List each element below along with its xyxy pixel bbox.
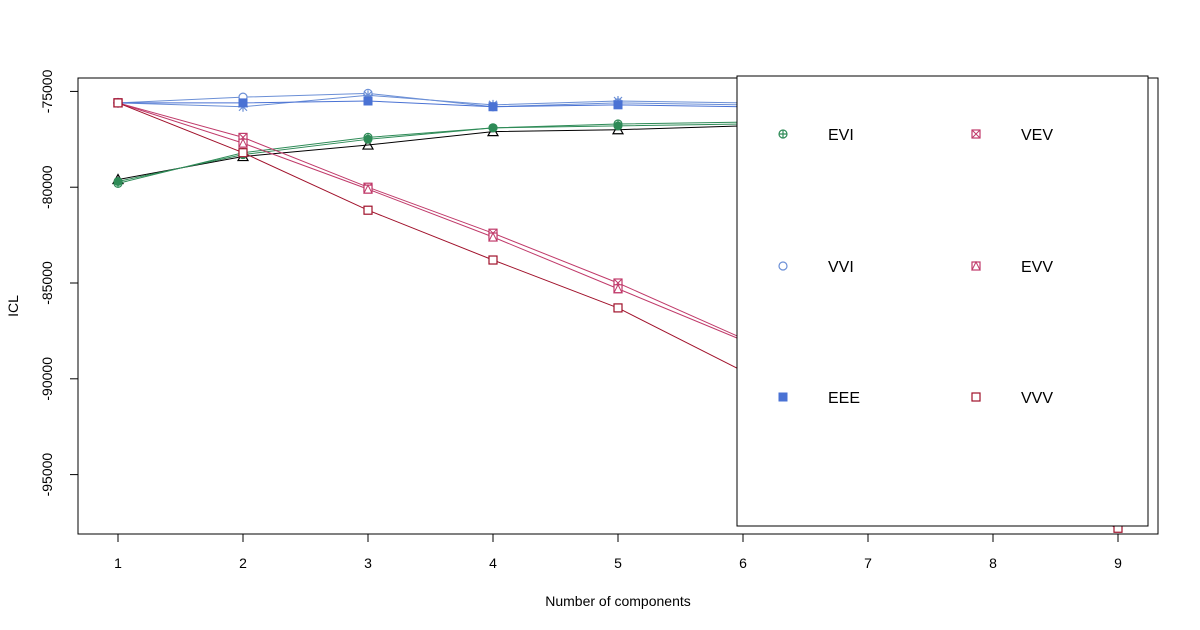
point-evi-3 [363,132,373,142]
legend-label-evi: EVI [828,127,854,144]
marker-cross [489,123,497,132]
legend-item-vev: VEV [971,127,1053,144]
legend-marker-evi [778,129,788,139]
point-evv-4 [488,231,498,242]
point-evi-5 [613,119,623,129]
legend-item-eee: EEE [778,390,860,407]
marker-box [971,261,981,271]
marker-box [363,184,373,194]
legend-marker-eee [778,392,788,402]
x-tick-label: 5 [614,555,622,571]
marker-cross [114,179,122,188]
legend-label-vev: VEV [1021,127,1053,144]
x-tick-label: 9 [1114,555,1122,571]
legend-marker-vvv [971,392,981,402]
x-tick-label: 7 [864,555,872,571]
x-tick-label: 2 [239,555,247,571]
point-vvv-3 [363,205,373,215]
legend-item-vvv: VVV [971,390,1053,407]
legend: EVI VVI EEE VEV EVV VVV [736,75,1158,527]
point-vvv-5 [613,303,623,313]
marker-cross [364,133,372,142]
y-axis-label: ICL [5,295,21,317]
y-tick-label: -80000 [39,165,55,209]
marker-box [613,284,623,294]
x-axis: 1 2 3 4 5 6 7 8 9 [114,533,1122,571]
point-evi-1 [113,178,123,188]
point-vvv-4 [488,255,498,265]
legend-item-vvi: VVI [778,259,854,276]
x-tick-label: 3 [364,555,372,571]
y-axis: -75000 -80000 -85000 -90000 -95000 [39,69,79,497]
y-tick-label: -95000 [39,453,55,497]
legend-item-evv: EVV [971,259,1053,276]
marker-tri [971,260,981,271]
marker-cross [614,119,622,128]
legend-marker-evv [971,260,981,271]
x-tick-label: 6 [739,555,747,571]
marker-tri [488,231,498,242]
legend-label-evv: EVV [1021,259,1053,276]
marker-cross [779,130,787,138]
legend-marker-vvi [778,261,788,271]
point-eii-3 [361,138,375,150]
legend-item-evi: EVI [778,127,854,144]
y-tick-label: -90000 [39,357,55,401]
marker-tri [238,138,248,148]
marker-tri [363,184,373,194]
marker-x [971,129,981,139]
legend-marker-vev [971,129,981,139]
point-eee-3 [363,96,373,106]
point-vvv-2 [238,148,248,158]
legend-label-eee: EEE [828,390,860,407]
point-evv-2 [238,138,248,148]
point-evi-4 [488,123,498,133]
point-eei-3 [363,90,373,101]
x-tick-label: 8 [989,555,997,571]
marker-tri [613,283,623,294]
marker-box [488,232,498,242]
point-eee-4 [488,102,498,112]
legend-label-vvi: VVI [828,259,854,276]
y-tick-label: -85000 [39,261,55,305]
x-axis-label: Number of components [545,593,691,609]
y-tick-label: -75000 [39,69,55,113]
point-evv-5 [613,283,623,294]
legend-label-vvv: VVV [1021,390,1053,407]
point-vvv-1 [113,98,123,108]
x-tick-label: 4 [489,555,497,571]
point-eee-5 [613,100,623,110]
marker-box [238,138,248,148]
point-eee-2 [238,98,248,108]
point-evv-3 [363,184,373,194]
legend-box [736,75,1149,527]
x-tick-label: 1 [114,555,122,571]
